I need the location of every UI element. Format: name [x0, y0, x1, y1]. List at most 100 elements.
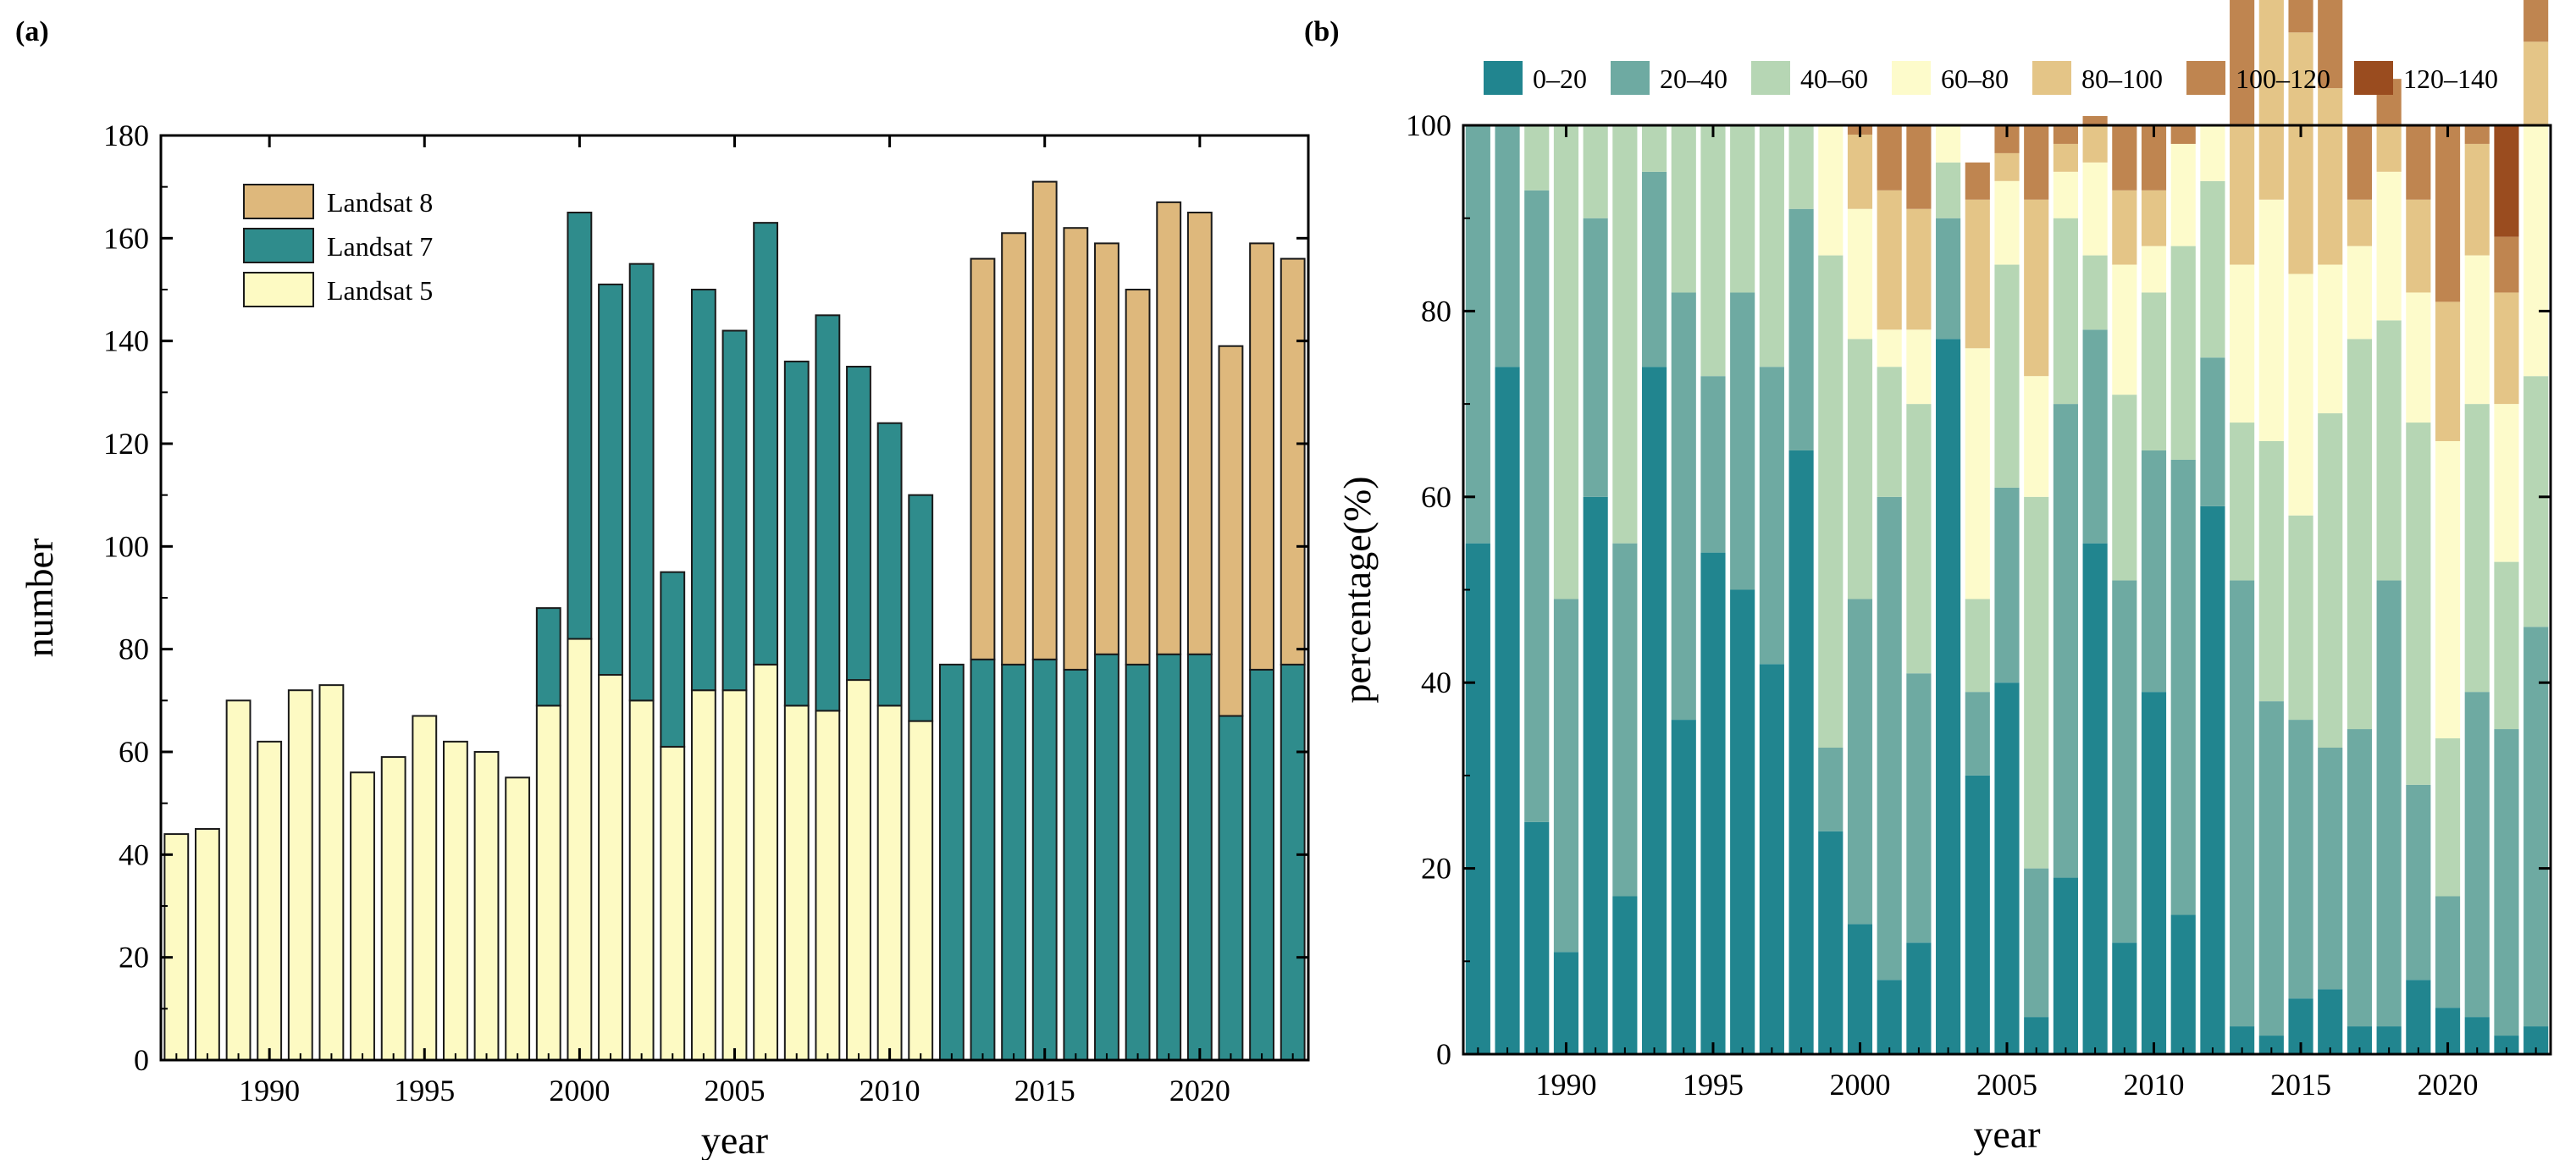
- b-bar-1996-20-40: [1730, 292, 1755, 590]
- a-y-tick-label: 100: [103, 529, 149, 563]
- a-bar-2000-Landsat-5: [567, 638, 593, 1062]
- a-bar-2011-Landsat-5: [908, 720, 934, 1061]
- a-bar-2009-Landsat-5: [846, 679, 871, 1061]
- b-bar-1999-20-40: [1818, 747, 1844, 831]
- b-bar-2004-40-60: [1965, 599, 1990, 693]
- b-bar-2007-40-60: [2053, 218, 2078, 405]
- b-bar-2013-40-60: [2230, 423, 2255, 581]
- b-bar-1990-0-20: [1553, 952, 1579, 1054]
- b-bar-2009-100-120: [2112, 125, 2137, 191]
- a-y-tick-label: 0: [134, 1043, 149, 1077]
- a-bar-2009-Landsat-7: [846, 366, 871, 682]
- b-bar-2010-60-80: [2141, 246, 2167, 293]
- a-bar-2022-Landsat-8: [1249, 242, 1274, 671]
- b-bar-2001-20-40: [1877, 496, 1902, 980]
- chart-b-legend: 0–20 20–40 40–60 60–80 80–100 100–120 120–140: [1484, 61, 2498, 95]
- b-bar-2019-60-80: [2406, 292, 2431, 423]
- b-bar-2020-40-60: [2435, 738, 2461, 897]
- b-bar-1997-40-60: [1759, 125, 1784, 367]
- chart-a-bars: [163, 180, 1306, 1062]
- b-bar-1994-40-60: [1671, 125, 1696, 293]
- b-y-tick-label: 100: [1406, 108, 1451, 142]
- b-bar-2000-20-40: [1847, 599, 1873, 925]
- b-bar-2014-80-100: [2258, 0, 2284, 200]
- a-y-tick-label: 140: [103, 324, 149, 358]
- b-bar-1998-0-20: [1788, 450, 1814, 1054]
- b-bar-2021-40-60: [2464, 404, 2490, 693]
- a-bar-1989-Landsat-5: [225, 699, 252, 1062]
- b-bar-2017-100-120: [2347, 125, 2373, 200]
- b-bar-2008-0-20: [2082, 543, 2108, 1054]
- b-bar-2019-80-100: [2406, 199, 2431, 293]
- b-bar-2005-60-80: [1994, 180, 2020, 265]
- b-bar-2009-80-100: [2112, 190, 2137, 265]
- b-bar-2012-0-20: [2200, 505, 2225, 1054]
- chart-b-legend-swatch-2: [1751, 61, 1790, 95]
- b-bar-2007-0-20: [2053, 877, 2078, 1054]
- b-bar-2001-100-120: [1877, 125, 1902, 191]
- b-bar-2000-60-80: [1847, 208, 1873, 340]
- b-bar-2018-40-60: [2376, 320, 2402, 581]
- a-bar-2000-Landsat-7: [567, 212, 593, 640]
- chart-b-bars: [1465, 0, 2549, 1055]
- b-bar-2016-40-60: [2318, 413, 2343, 748]
- b-bar-2018-60-80: [2376, 171, 2402, 321]
- b-bar-2002-60-80: [1906, 329, 1932, 405]
- b-bar-2005-40-60: [1994, 264, 2020, 488]
- chart-b-legend-label: 40–60: [1800, 64, 1868, 94]
- b-x-tick-label: 2015: [2270, 1068, 2331, 1102]
- a-bar-2013-Landsat-8: [970, 257, 996, 660]
- b-bar-2013-80-100: [2230, 125, 2255, 265]
- a-bar-2007-Landsat-5: [783, 704, 810, 1062]
- b-y-tick-label: 40: [1421, 666, 1451, 699]
- b-bar-2001-0-20: [1877, 980, 1902, 1054]
- chart-a: 0 20 40 60 80 100 120 140 160 180 1990 1995 2000 2005…: [18, 119, 1310, 1160]
- chart-b-legend-label: 120–140: [2403, 64, 2498, 94]
- chart-b-axes: 0 20 40 60 80 100 1990 1995 2000 2005 2010 2015 2020: [1406, 108, 2552, 1102]
- a-bar-2019-Landsat-7: [1156, 653, 1182, 1061]
- b-bar-2016-20-40: [2318, 747, 2343, 990]
- b-bar-1991-20-40: [1583, 218, 1608, 497]
- a-bar-1988-Landsat-5: [195, 828, 220, 1061]
- b-bar-2009-0-20: [2112, 942, 2137, 1054]
- chart-a-legend-label: Landsat 7: [327, 231, 433, 262]
- b-bar-2020-100-120: [2435, 125, 2461, 302]
- chart-b-y-axis-title: percentage(%): [1335, 476, 1379, 703]
- b-bar-2010-20-40: [2141, 450, 2167, 693]
- b-bar-2009-40-60: [2112, 395, 2137, 581]
- b-bar-2017-40-60: [2347, 339, 2373, 730]
- b-bar-2008-60-80: [2082, 162, 2108, 256]
- a-bar-2003-Landsat-5: [660, 745, 686, 1061]
- a-bar-1990-Landsat-5: [257, 740, 283, 1061]
- b-bar-2011-60-80: [2170, 143, 2196, 246]
- a-bar-1995-Landsat-5: [412, 715, 438, 1062]
- a-bar-1999-Landsat-5: [535, 704, 561, 1062]
- b-bar-1999-40-60: [1818, 255, 1844, 748]
- b-bar-1988-0-20: [1495, 367, 1520, 1055]
- panel-a-tag: (a): [15, 16, 49, 47]
- b-bar-2016-60-80: [2318, 264, 2343, 414]
- a-x-tick-label: 2010: [860, 1074, 920, 1108]
- a-bar-2020-Landsat-8: [1186, 212, 1213, 655]
- a-bar-2001-Landsat-5: [598, 674, 623, 1061]
- a-bar-2001-Landsat-7: [598, 283, 623, 676]
- b-bar-2017-80-100: [2347, 199, 2373, 246]
- a-y-tick-label: 180: [103, 119, 149, 152]
- b-bar-2018-20-40: [2376, 580, 2402, 1027]
- b-bar-2022-120-140: [2494, 125, 2519, 237]
- a-bar-2016-Landsat-8: [1063, 227, 1089, 671]
- a-bar-2023-Landsat-8: [1280, 257, 1306, 666]
- b-bar-2023-80-100: [2523, 41, 2549, 125]
- b-bar-2011-20-40: [2170, 459, 2196, 915]
- a-bar-2002-Landsat-5: [628, 699, 655, 1062]
- b-bar-1990-40-60: [1553, 125, 1579, 599]
- b-bar-2019-100-120: [2406, 125, 2431, 200]
- a-bar-2014-Landsat-8: [1001, 232, 1027, 666]
- b-x-tick-label: 2000: [1829, 1068, 1890, 1102]
- a-bar-2016-Landsat-7: [1063, 668, 1089, 1061]
- b-bar-2008-80-100: [2082, 125, 2108, 163]
- b-bar-2014-40-60: [2258, 440, 2284, 702]
- chart-b-legend-swatch-0: [1484, 61, 1523, 95]
- b-x-tick-label: 1995: [1683, 1068, 1744, 1102]
- b-bar-2020-80-100: [2435, 301, 2461, 441]
